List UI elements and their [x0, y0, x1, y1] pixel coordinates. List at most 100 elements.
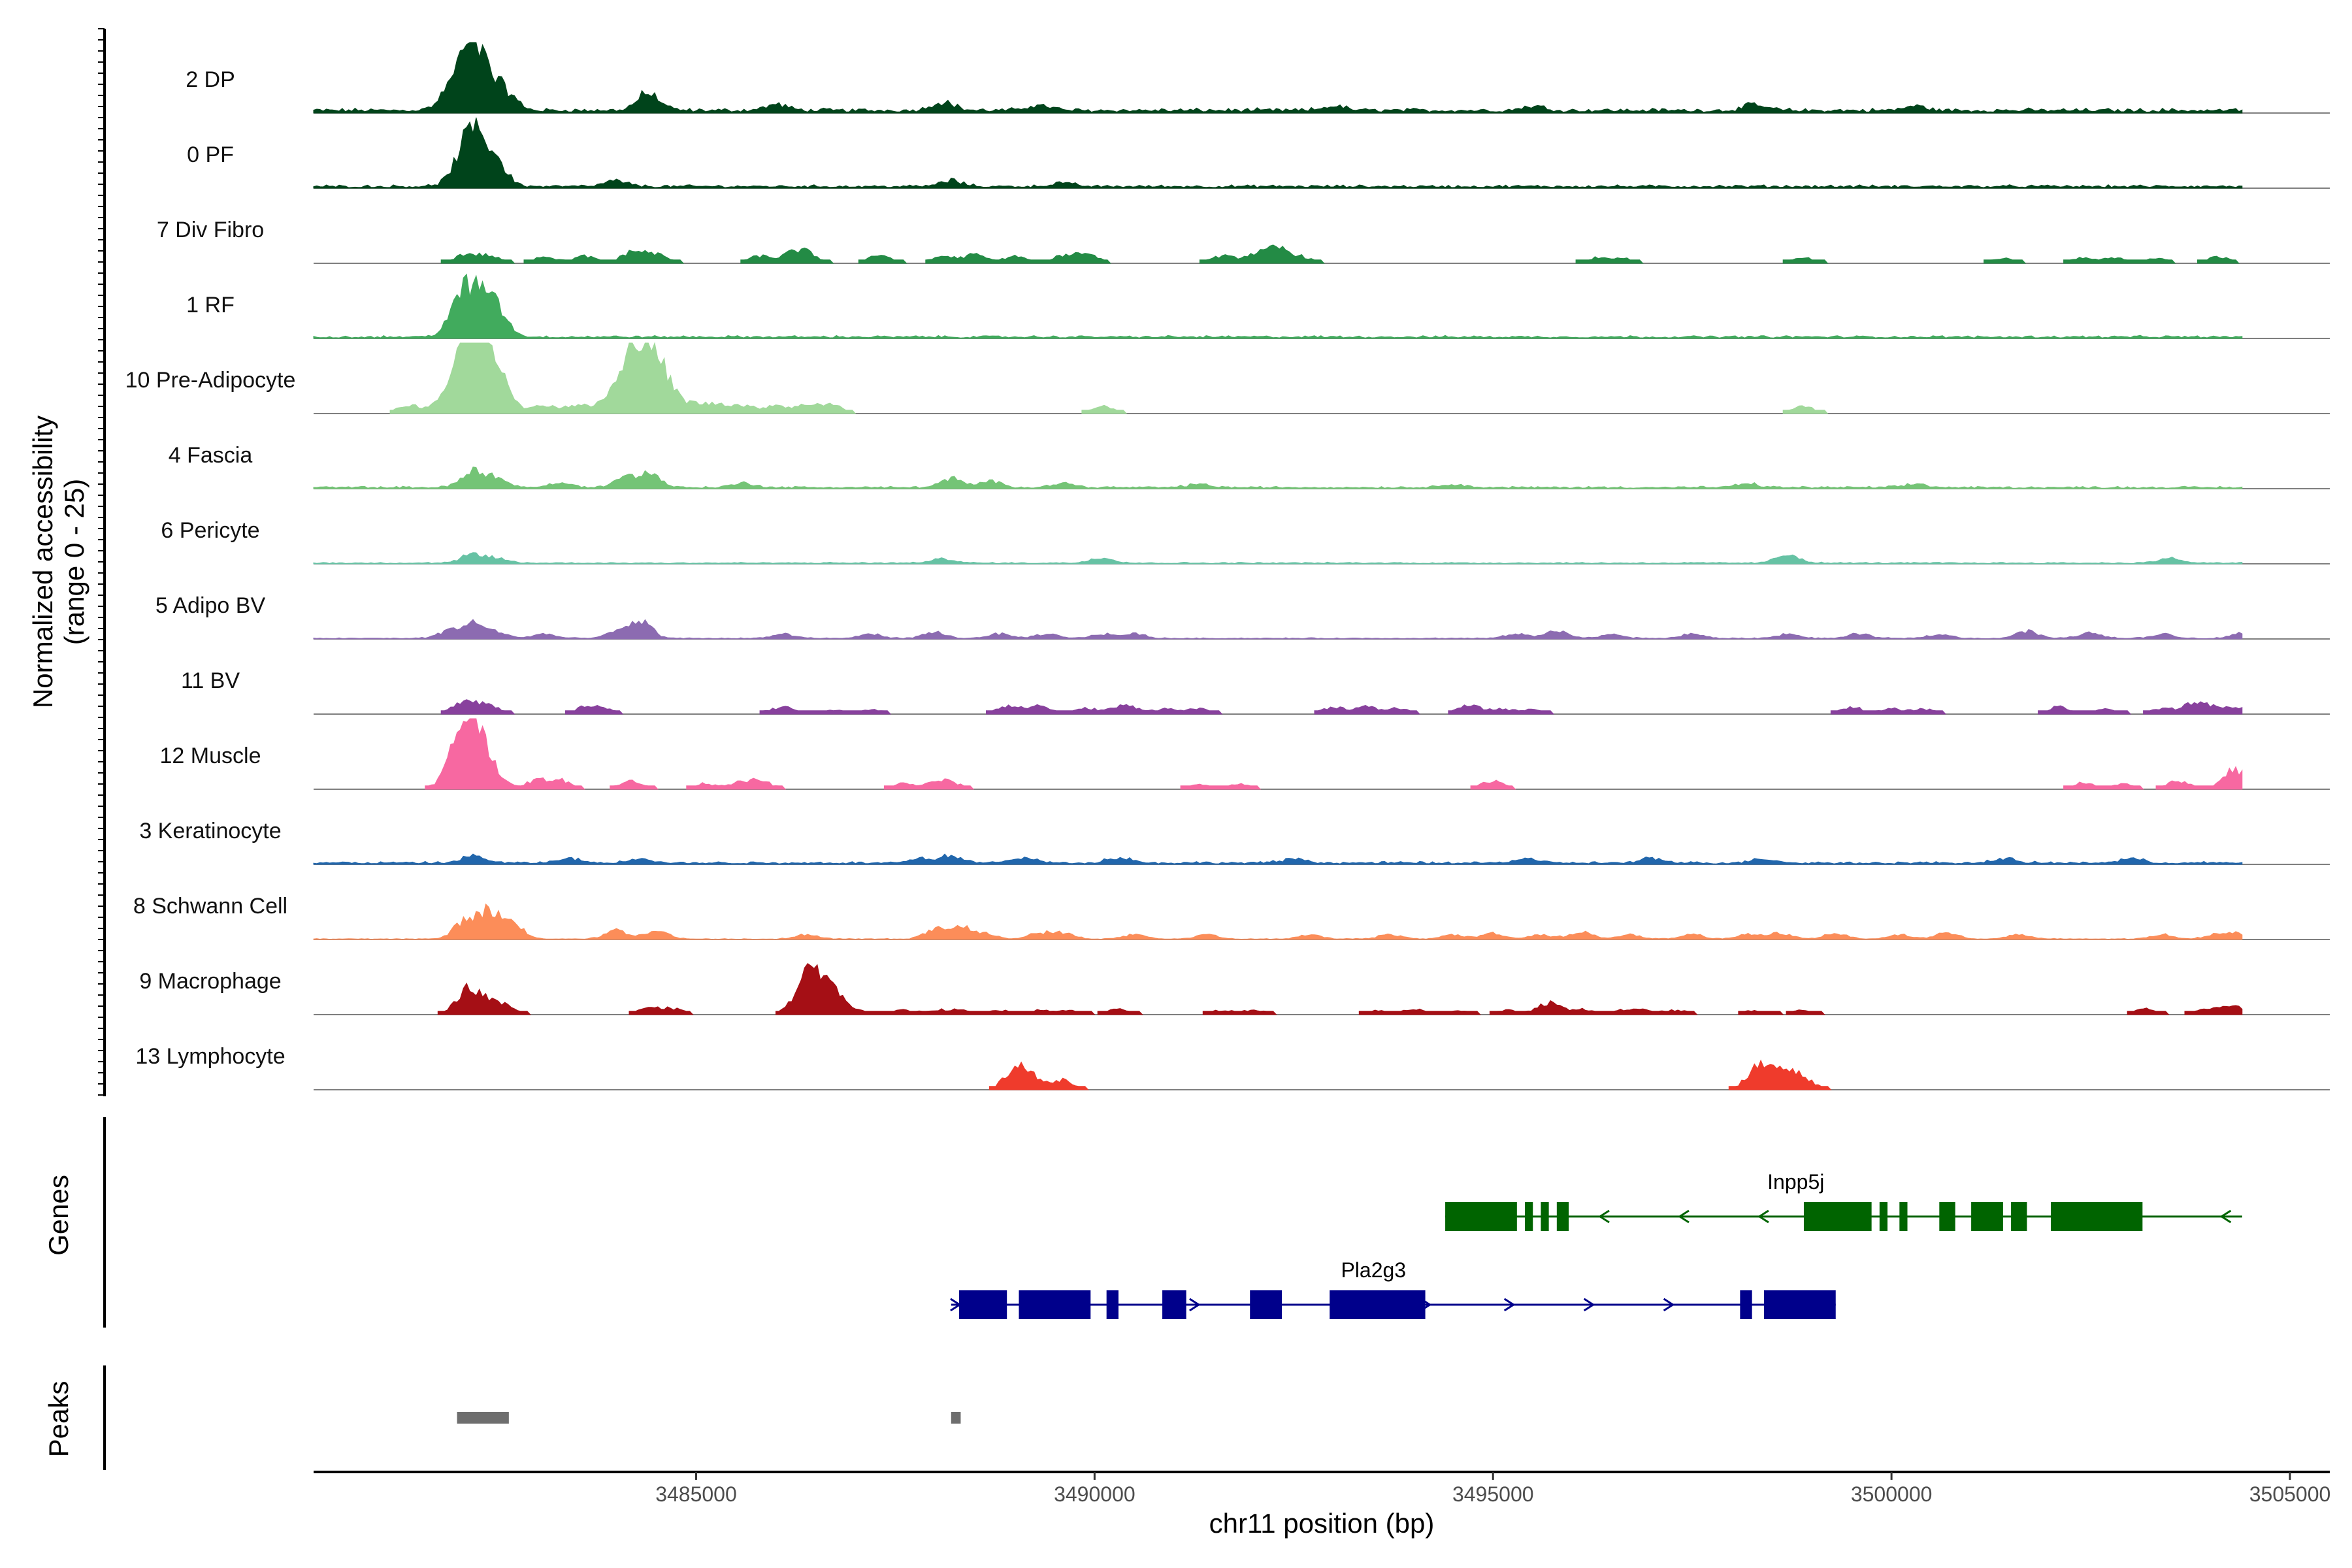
strand-arrow	[1663, 1298, 1675, 1312]
gene-exon	[1939, 1202, 1955, 1231]
coverage-peak	[2063, 257, 2176, 264]
track-label: 7 Div Fibro	[157, 218, 264, 242]
track-6-pericyte: 6 Pericyte	[161, 518, 2330, 564]
gene-exon	[959, 1290, 1007, 1319]
gene-exon	[1019, 1290, 1091, 1319]
coverage-peak	[986, 704, 1223, 715]
coverage-peak	[740, 247, 834, 264]
coverage-area	[313, 466, 2243, 489]
coverage-peak	[1358, 1008, 1481, 1015]
coverage-peak	[1199, 244, 1325, 264]
coverage-peak	[440, 699, 515, 715]
track-label: 10 Pre-Adipocyte	[125, 368, 296, 393]
track-10-pre-adipocyte: 10 Pre-Adipocyte	[125, 342, 2330, 414]
gene-exon	[1971, 1202, 2003, 1231]
coverage-area	[313, 273, 2243, 339]
peaks-panel-label: Peaks	[43, 1381, 74, 1458]
gene-exon	[1803, 1202, 1872, 1231]
peak-region	[951, 1412, 961, 1424]
gene-exon	[1740, 1290, 1752, 1319]
gene-exon	[1106, 1290, 1119, 1319]
track-label: 3 Keratinocyte	[139, 819, 281, 843]
coverage-peak	[759, 706, 892, 715]
coverage-peak	[564, 704, 624, 715]
track-label: 4 Fascia	[169, 443, 253, 468]
track-7-div-fibro: 7 Div Fibro	[157, 218, 2330, 264]
coverage-peak	[2038, 705, 2132, 715]
coverage-peak	[1782, 405, 1829, 414]
coverage-peak	[1786, 1009, 1825, 1015]
track-1-rf: 1 RF	[186, 273, 2330, 339]
coverage-area	[313, 853, 2243, 865]
coverage-peak	[2063, 781, 2144, 790]
coverage-peak	[2127, 1007, 2170, 1015]
gene-exon	[1556, 1202, 1569, 1231]
x-tick-label: 3485000	[655, 1482, 737, 1506]
track-label: 12 Muscle	[160, 743, 261, 768]
coverage-peak	[1728, 1059, 1832, 1090]
x-axis-ticks: 3485000 3490000 3495000 3500000 3505000	[655, 1472, 2330, 1506]
x-tick-label: 3505000	[2249, 1482, 2331, 1506]
coverage-peak	[988, 1061, 1089, 1090]
coverage-peak	[776, 963, 1096, 1015]
coverage-peak	[389, 342, 857, 414]
track-2-dp: 2 DP	[186, 42, 2330, 114]
track-label: 2 DP	[186, 67, 235, 92]
coverage-tracks: 2 DP 0 PF 7 Div Fibro 1 RF 10 Pre-Adipocyte 4…	[125, 42, 2330, 1090]
coverage-peak	[686, 777, 787, 790]
coverage-peak	[2184, 1005, 2243, 1015]
coverage-peak	[610, 779, 659, 790]
coverage-peak	[883, 778, 975, 790]
track-label: 8 Schwann Cell	[133, 894, 287, 919]
strand-arrow	[1583, 1298, 1595, 1312]
track-12-muscle: 12 Muscle	[160, 718, 2330, 790]
coverage-peak	[1830, 706, 1947, 715]
coverage-area	[313, 117, 2243, 189]
peak-region	[457, 1412, 509, 1424]
coverage-peak	[1489, 1000, 1698, 1015]
strand-arrow	[950, 1298, 962, 1312]
coverage-area	[313, 552, 2243, 564]
gene-exon	[1541, 1202, 1549, 1231]
coverage-peak	[629, 1006, 694, 1015]
coverage-peak	[437, 982, 531, 1015]
coverage-area	[313, 619, 2243, 640]
gene-pla2g3: Pla2g3	[950, 1258, 1836, 1319]
coverage-peak	[2143, 701, 2243, 715]
x-tick-label: 3490000	[1054, 1482, 1135, 1506]
peak-regions	[457, 1412, 961, 1424]
track-3-keratinocyte: 3 Keratinocyte	[139, 819, 2330, 865]
coverage-peak	[2197, 255, 2240, 264]
coverage-peak	[440, 252, 515, 264]
track-label: 6 Pericyte	[161, 518, 259, 543]
gene-exon	[2011, 1202, 2027, 1231]
coverage-peak	[925, 252, 1111, 264]
y-axis-title-line2: (range 0 - 25)	[59, 479, 90, 645]
strand-arrow	[1420, 1298, 1432, 1312]
coverage-peak	[523, 250, 685, 264]
gene-exon	[1899, 1202, 1908, 1231]
x-tick-label: 3500000	[1851, 1482, 1933, 1506]
coverage-peak	[1081, 404, 1128, 414]
genes-panel-label: Genes	[43, 1175, 74, 1256]
coverage-peak	[1575, 256, 1644, 264]
coverage-peak	[1470, 779, 1516, 790]
track-4-fascia: 4 Fascia	[169, 443, 2330, 489]
track-13-lymphocyte: 13 Lymphocyte	[135, 1044, 2330, 1090]
x-tick-label: 3495000	[1452, 1482, 1534, 1506]
gene-models: Inpp5j Pla2g3	[950, 1170, 2242, 1319]
coverage-peak	[425, 718, 585, 790]
coverage-peak	[1984, 257, 2027, 264]
strand-arrow	[1598, 1209, 1610, 1224]
track-label: 13 Lymphocyte	[135, 1044, 285, 1069]
strand-arrow	[1757, 1209, 1769, 1224]
gene-exon	[1763, 1290, 1836, 1319]
strand-arrow	[1678, 1209, 1690, 1224]
track-8-schwann-cell: 8 Schwann Cell	[133, 894, 2330, 940]
gene-exon	[1330, 1290, 1426, 1319]
coverage-peak	[1180, 783, 1262, 790]
track-0-pf: 0 PF	[187, 117, 2330, 189]
gene-exon	[1445, 1202, 1517, 1231]
strand-arrow	[1189, 1298, 1201, 1312]
